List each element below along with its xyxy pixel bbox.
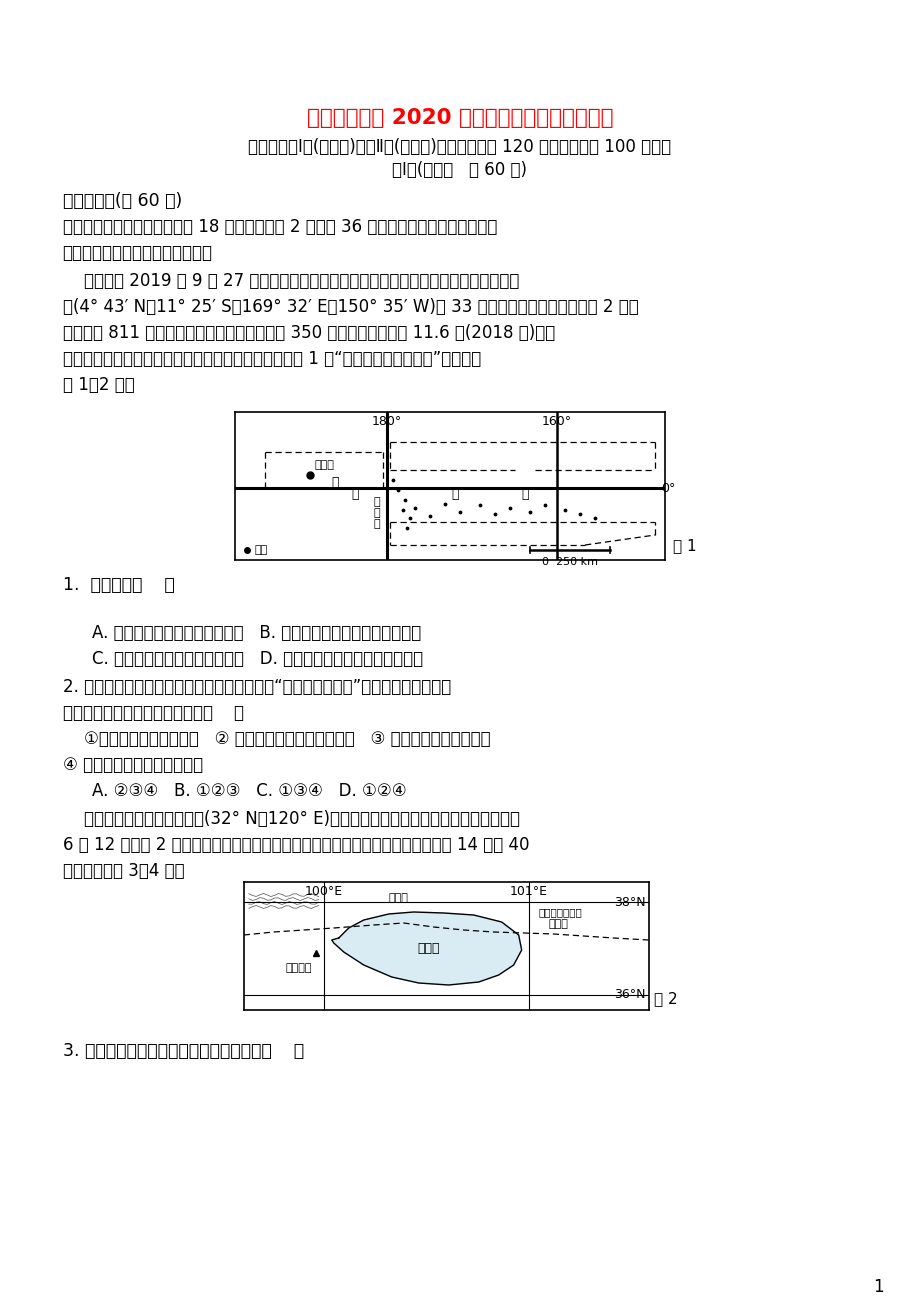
Text: 基: 基 <box>331 475 338 488</box>
Text: C. 属于热带草原气候，淡水缺乏   D. 应鼓励发展渔业、旅游业等产业: C. 属于热带草原气候，淡水缺乏 D. 应鼓励发展渔业、旅游业等产业 <box>92 650 423 668</box>
Text: 本试卷分第Ⅰ卷(选择题)和第Ⅱ卷(综合题)两部分。满分 120 分，考试时间 100 分钟。: 本试卷分第Ⅰ卷(选择题)和第Ⅱ卷(综合题)两部分。满分 120 分，考试时间 1… <box>248 138 671 156</box>
Text: 6 月 12 日在图 2 中青海湖畔的黑马河乡看日出，查询得知该日黑马河乡的昼长为 14 小时 40: 6 月 12 日在图 2 中青海湖畔的黑马河乡看日出，查询得知该日黑马河乡的昼长… <box>62 836 528 854</box>
Text: 青海湖: 青海湖 <box>417 941 439 954</box>
Text: 0  250 km: 0 250 km <box>541 557 597 566</box>
Text: A. 地跨东、西、南、北四个半球   B. 首都塔拉瓦比日界线东侧晚一天: A. 地跨东、西、南、北四个半球 B. 首都塔拉瓦比日界线东侧晚一天 <box>92 624 421 642</box>
Text: 斯: 斯 <box>521 488 528 501</box>
Text: 0°: 0° <box>661 482 675 495</box>
Text: 刚察县: 刚察县 <box>389 893 408 904</box>
Text: 38°N: 38°N <box>613 896 645 909</box>
Text: 1: 1 <box>872 1279 883 1295</box>
Text: 斯(4° 43′ N～11° 25′ S，169° 32′ E～150° 35′ W)由 33 个珊瑚岛组成，平均海拔约 2 米，: 斯(4° 43′ N～11° 25′ S，169° 32′ E～150° 35′… <box>62 298 638 316</box>
Text: 答 1～2 题。: 答 1～2 题。 <box>62 376 134 395</box>
Text: 3. 该日黑马河乡的日出时间约为北京时间（    ）: 3. 该日黑马河乡的日出时间约为北京时间（ ） <box>62 1042 303 1060</box>
Text: （一）单项选择题：本大题共 18 小题，每小题 2 分，共 36 分。在每小题给出的四个选项: （一）单项选择题：本大题共 18 小题，每小题 2 分，共 36 分。在每小题给… <box>62 217 496 236</box>
Text: ④ 灾害性天气发生的频率增加: ④ 灾害性天气发生的频率增加 <box>62 756 202 773</box>
Text: 海北藏族自治州: 海北藏族自治州 <box>538 907 582 917</box>
Text: 一、选择题(共 60 分): 一、选择题(共 60 分) <box>62 191 182 210</box>
Text: 纽约时间 2019 年 9 月 27 日，中华人民共和国与基里巴斯共和国恢复外交关系。基里巴: 纽约时间 2019 年 9 月 27 日，中华人民共和国与基里巴斯共和国恢复外交… <box>62 272 518 290</box>
Text: 首都: 首都 <box>255 546 267 555</box>
Text: 黑马河乡: 黑马河乡 <box>285 963 312 973</box>
Text: 180°: 180° <box>371 415 402 428</box>
Text: 图 1: 图 1 <box>672 539 696 553</box>
Text: 中，只有一项是符合题目要求的。: 中，只有一项是符合题目要求的。 <box>62 243 212 262</box>
Text: 线: 线 <box>373 519 380 529</box>
Text: 100°E: 100°E <box>304 885 343 898</box>
Text: 江苏省苏州市 2020 届高三地理上学期期中试题: 江苏省苏州市 2020 届高三地理上学期期中试题 <box>306 108 613 128</box>
Text: 分。读图回答 3～4 题。: 分。读图回答 3～4 题。 <box>62 862 184 880</box>
Polygon shape <box>332 911 521 986</box>
Text: 陆地面积 811 平方公里，海洋专属经济区面积 350 万平方公里，人口 11.6 万(2018 年)。基: 陆地面积 811 平方公里，海洋专属经济区面积 350 万平方公里，人口 11.… <box>62 324 554 342</box>
Text: 题与我国以下自然现象一致的是（    ）: 题与我国以下自然现象一致的是（ ） <box>62 704 244 723</box>
Text: 1.  基里巴斯（    ）: 1. 基里巴斯（ ） <box>62 575 174 594</box>
Text: 第Ⅰ卷(选择题   共 60 分): 第Ⅰ卷(选择题 共 60 分) <box>392 161 527 178</box>
Text: 高考结束后，江苏省某中学(32° N，120° E)的几位同学计划结伴去青海旅游一周，打算: 高考结束后，江苏省某中学(32° N，120° E)的几位同学计划结伴去青海旅游… <box>62 810 519 828</box>
Text: 里巴斯经济落后，被联合国列为最不发达国家之一。图 1 为“基里巴斯地理位置图”，读图回: 里巴斯经济落后，被联合国列为最不发达国家之一。图 1 为“基里巴斯地理位置图”，… <box>62 350 481 368</box>
Text: 里: 里 <box>351 488 358 501</box>
Text: 160°: 160° <box>541 415 572 428</box>
Text: 界: 界 <box>373 508 380 518</box>
Text: 图 2: 图 2 <box>653 991 677 1006</box>
Text: 海晏县: 海晏县 <box>548 919 568 930</box>
Text: 101°E: 101°E <box>509 885 547 898</box>
Text: A. ②③④   B. ①②③   C. ①③④   D. ①②④: A. ②③④ B. ①②③ C. ①③④ D. ①②④ <box>92 783 406 799</box>
Text: 塔拉瓦: 塔拉瓦 <box>314 460 335 470</box>
Text: 36°N: 36°N <box>614 988 645 1001</box>
Text: 巴: 巴 <box>450 488 459 501</box>
Text: 2. 基里巴斯代表曾在哥本哈根气候峰会上呼吁“让我们活下去！”。你认为其面临的问: 2. 基里巴斯代表曾在哥本哈根气候峰会上呼吁“让我们活下去！”。你认为其面临的问 <box>62 678 450 697</box>
Text: ①珠穆朗玛峰的雪线下降   ② 沿海滩涂湿地可能遭到破坏   ③ 华北地区树枝提前抽芽: ①珠穆朗玛峰的雪线下降 ② 沿海滩涂湿地可能遭到破坏 ③ 华北地区树枝提前抽芽 <box>62 730 490 749</box>
Text: 日: 日 <box>373 497 380 506</box>
